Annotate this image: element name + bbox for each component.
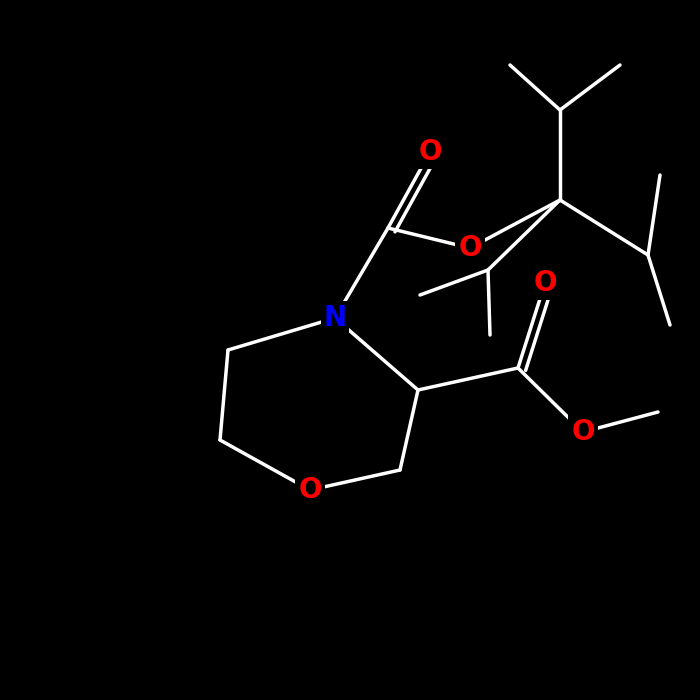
Text: O: O (458, 234, 482, 262)
Text: O: O (533, 269, 556, 297)
Text: O: O (419, 138, 442, 166)
Text: O: O (571, 418, 595, 446)
Text: N: N (323, 304, 346, 332)
Text: O: O (298, 476, 322, 504)
